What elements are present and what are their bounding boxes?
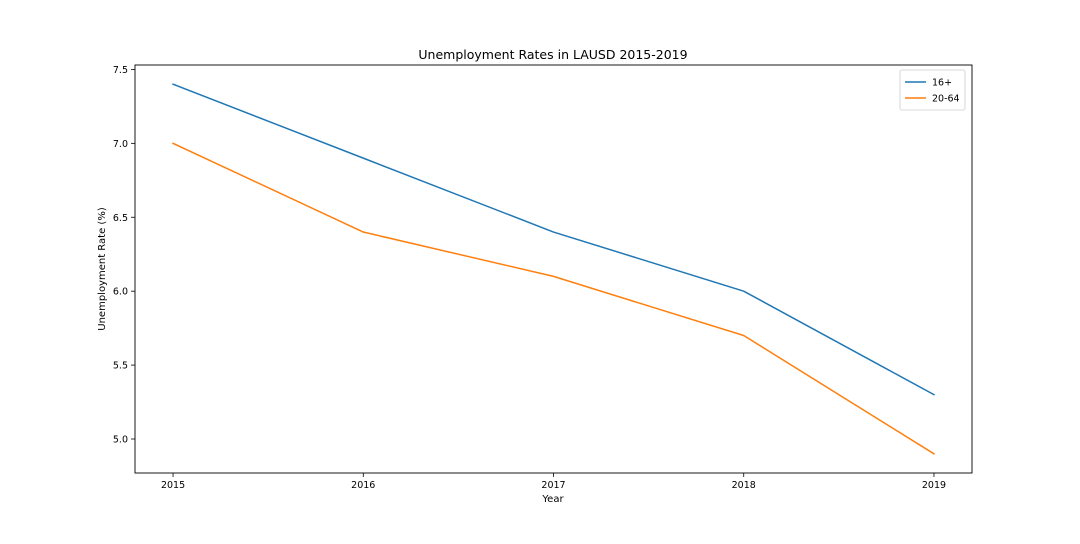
- series-line-16-: [172, 83, 935, 396]
- x-axis-ticks: 2015 2016 2017 2018 2019: [161, 473, 946, 491]
- legend: 16+ 20-64: [899, 69, 966, 111]
- series-layer: [172, 83, 935, 455]
- x-axis-label: Year: [541, 494, 564, 505]
- plot-area-frame: [134, 64, 973, 474]
- y-tick-label: 5.5: [113, 361, 128, 372]
- y-tick-label: 7.0: [113, 139, 128, 150]
- x-tick-label: 2016: [351, 480, 375, 491]
- legend-label: 16+: [932, 78, 952, 89]
- y-axis-ticks: 5.0 5.5 6.0 6.5 7.0 7.5: [113, 65, 135, 446]
- series-line-20-64: [172, 142, 935, 455]
- y-axis-label: Unemployment Rate (%): [97, 207, 108, 331]
- legend-box: [899, 69, 966, 111]
- chart-title: Unemployment Rates in LAUSD 2015-2019: [418, 47, 687, 62]
- x-tick-label: 2017: [541, 480, 565, 491]
- x-tick-label: 2018: [732, 480, 756, 491]
- legend-label: 20-64: [932, 94, 960, 105]
- y-tick-label: 7.5: [113, 65, 128, 76]
- y-tick-label: 5.0: [113, 435, 128, 446]
- x-tick-label: 2019: [922, 480, 946, 491]
- y-tick-label: 6.0: [113, 287, 128, 298]
- y-tick-label: 6.5: [113, 213, 128, 224]
- x-tick-label: 2015: [161, 480, 185, 491]
